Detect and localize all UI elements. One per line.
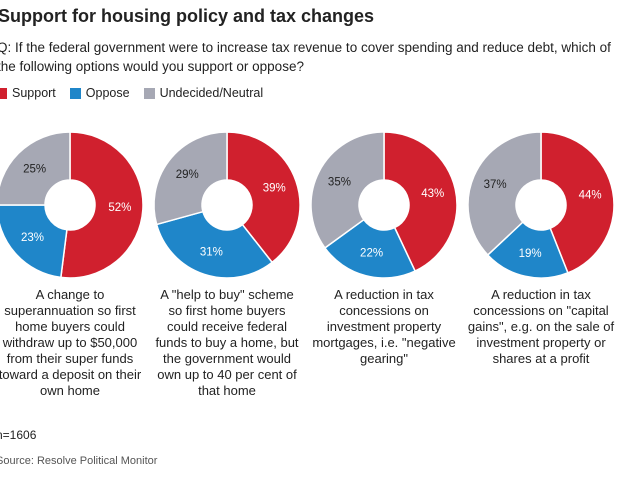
donut-segment bbox=[226, 131, 301, 264]
legend: Support Oppose Undecided/Neutral bbox=[0, 86, 263, 100]
data-label: 22% bbox=[360, 247, 383, 259]
donut-segment bbox=[0, 131, 71, 206]
donut-segment bbox=[155, 210, 274, 279]
donut-segment bbox=[60, 131, 144, 279]
donut-segment bbox=[383, 131, 458, 273]
data-label: 43% bbox=[421, 188, 444, 200]
caption: A reduction in tax concessions on "capit… bbox=[467, 287, 615, 366]
data-label: 35% bbox=[328, 176, 351, 188]
source: Source: Resolve Political Monitor bbox=[0, 455, 158, 467]
caption: A change to superannuation so first home… bbox=[0, 287, 142, 398]
donut-segment bbox=[0, 204, 68, 279]
legend-swatch bbox=[69, 87, 81, 99]
subtitle: Q: If the federal government were to inc… bbox=[0, 40, 611, 74]
legend-swatch bbox=[143, 87, 155, 99]
data-label: 25% bbox=[23, 164, 46, 176]
data-label: 19% bbox=[519, 248, 542, 260]
data-label: 29% bbox=[176, 169, 199, 181]
legend-label: Undecided/Neutral bbox=[159, 86, 264, 100]
donut-segment bbox=[486, 221, 569, 279]
donut-segment bbox=[467, 131, 542, 257]
title: Support for housing policy and tax chang… bbox=[0, 6, 375, 26]
data-label: 31% bbox=[200, 247, 223, 259]
data-label: 23% bbox=[21, 232, 44, 244]
donut-segment bbox=[323, 218, 417, 279]
sample-size: n=1606 bbox=[0, 428, 37, 442]
data-label: 39% bbox=[263, 183, 286, 195]
legend-label: Oppose bbox=[85, 86, 130, 100]
caption: A "help to buy" scheme so first home buy… bbox=[155, 287, 299, 398]
legend-item: Oppose bbox=[69, 86, 130, 100]
caption: A reduction in tax concessions on invest… bbox=[312, 287, 456, 366]
data-label: 37% bbox=[484, 179, 507, 191]
legend-item: Support bbox=[0, 86, 56, 100]
donut-segment bbox=[540, 131, 615, 274]
data-label: 44% bbox=[579, 190, 602, 202]
donut-segment bbox=[153, 131, 228, 226]
legend-item: Undecided/Neutral bbox=[143, 86, 264, 100]
donut-segment bbox=[310, 131, 385, 249]
legend-label: Support bbox=[12, 86, 56, 100]
legend-swatch bbox=[0, 87, 7, 99]
data-label: 52% bbox=[108, 202, 131, 214]
